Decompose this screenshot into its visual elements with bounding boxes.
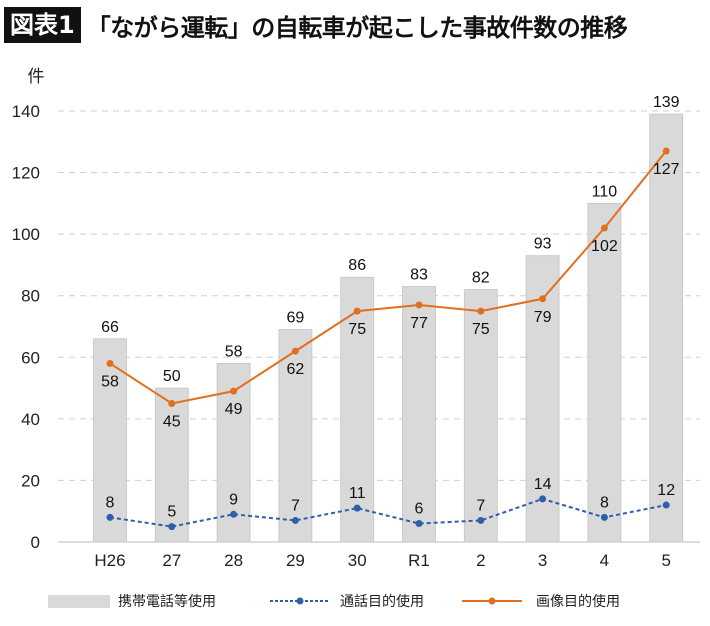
image-value-label: 102 xyxy=(591,238,618,255)
bar-value-label: 110 xyxy=(592,183,618,200)
image-value-label: 45 xyxy=(163,413,181,430)
call-series-line xyxy=(109,497,667,528)
image-series-point xyxy=(230,387,238,395)
x-tick-label: 27 xyxy=(162,551,181,570)
call-value-label: 8 xyxy=(106,494,115,511)
call-series-point xyxy=(477,516,485,524)
image-value-label: 127 xyxy=(653,161,680,178)
y-tick-label: 60 xyxy=(21,348,40,367)
x-tick-label: 29 xyxy=(286,551,305,570)
x-tick-label: 30 xyxy=(348,551,367,570)
bar-value-label: 82 xyxy=(472,270,490,287)
call-value-label: 6 xyxy=(415,501,424,518)
bar-value-label: 50 xyxy=(163,368,181,385)
legend-marker-image xyxy=(488,597,496,605)
x-tick-label: 4 xyxy=(600,551,609,570)
legend-label-call: 通話目的使用 xyxy=(340,593,424,610)
y-tick-label: 100 xyxy=(12,225,40,244)
call-series-point xyxy=(415,520,423,528)
call-value-label: 8 xyxy=(600,494,609,511)
call-value-label: 5 xyxy=(167,504,176,521)
image-value-label: 58 xyxy=(101,373,119,390)
y-axis-unit: 件 xyxy=(28,67,45,86)
call-value-label: 14 xyxy=(534,476,552,493)
image-series-point xyxy=(168,399,176,407)
image-series-point xyxy=(662,147,670,155)
bar xyxy=(463,289,498,543)
bar xyxy=(278,329,313,543)
image-value-label: 77 xyxy=(410,315,428,332)
bar xyxy=(587,202,622,543)
image-series-point xyxy=(415,301,423,309)
bar-value-label: 93 xyxy=(534,236,552,253)
x-tick-label: 28 xyxy=(224,551,243,570)
y-tick-label: 0 xyxy=(31,533,40,552)
image-series-point xyxy=(353,307,361,315)
call-series-point xyxy=(539,495,547,503)
image-value-label: 62 xyxy=(287,361,305,378)
bar-value-label: 139 xyxy=(653,94,680,111)
legend-label-image: 画像目的使用 xyxy=(536,593,620,610)
call-value-label: 7 xyxy=(291,497,300,514)
bar-value-label: 83 xyxy=(410,266,428,283)
chart-title: 「ながら運転」の自転車が起こした事故件数の推移 xyxy=(86,13,628,42)
bar-value-label: 86 xyxy=(348,257,366,274)
legend-swatch-bar xyxy=(48,595,110,608)
title-row: 図表1 「ながら運転」の自転車が起こした事故件数の推移 xyxy=(4,6,628,44)
image-series-line xyxy=(109,150,667,405)
image-series-point xyxy=(477,307,485,315)
x-tick-label: H26 xyxy=(94,551,125,570)
call-value-label: 9 xyxy=(229,491,238,508)
image-value-label: 75 xyxy=(348,321,366,338)
image-series-point xyxy=(539,295,547,303)
bar xyxy=(649,113,684,543)
y-tick-label: 40 xyxy=(21,410,40,429)
call-series-point xyxy=(353,504,361,512)
bar-value-label: 69 xyxy=(287,310,305,327)
bar xyxy=(525,255,560,543)
legend: 携帯電話等使用 通話目的使用 画像目的使用 xyxy=(48,593,620,610)
image-series-point xyxy=(600,224,608,232)
legend-label-bar: 携帯電話等使用 xyxy=(118,593,216,610)
image-value-label: 49 xyxy=(225,401,243,418)
bar-value-label: 58 xyxy=(225,343,243,360)
y-tick-label: 140 xyxy=(12,102,40,121)
y-tick-label: 20 xyxy=(21,471,40,490)
legend-marker-call xyxy=(296,597,304,605)
x-tick-label: 5 xyxy=(661,551,670,570)
bar-value-label: 66 xyxy=(101,319,119,336)
figure-badge: 図表1 xyxy=(4,7,81,43)
bar xyxy=(93,338,127,543)
call-value-label: 7 xyxy=(476,497,485,514)
image-value-label: 79 xyxy=(534,309,552,326)
call-series-point xyxy=(230,510,238,518)
bar xyxy=(402,286,436,543)
call-value-label: 12 xyxy=(657,482,675,499)
call-series-point xyxy=(106,513,114,521)
call-value-label: 11 xyxy=(349,485,366,502)
x-tick-label: 2 xyxy=(476,551,485,570)
image-value-label: 75 xyxy=(472,321,490,338)
y-tick-label: 80 xyxy=(21,287,40,306)
x-tick-label: R1 xyxy=(408,551,430,570)
image-series-point xyxy=(291,347,299,355)
call-series-point xyxy=(662,501,670,509)
call-series-point xyxy=(600,513,608,521)
image-series-point xyxy=(106,359,114,367)
x-tick-label: 3 xyxy=(538,551,547,570)
call-series-point xyxy=(168,523,176,531)
bar xyxy=(154,387,189,543)
call-series-point xyxy=(291,516,299,524)
bar xyxy=(340,276,375,543)
y-tick-label: 120 xyxy=(12,164,40,183)
